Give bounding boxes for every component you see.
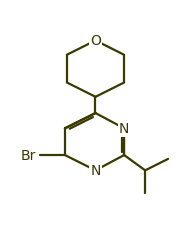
Text: N: N — [119, 122, 129, 136]
Text: Br: Br — [21, 148, 36, 162]
Text: O: O — [90, 34, 101, 48]
Text: N: N — [90, 164, 101, 178]
